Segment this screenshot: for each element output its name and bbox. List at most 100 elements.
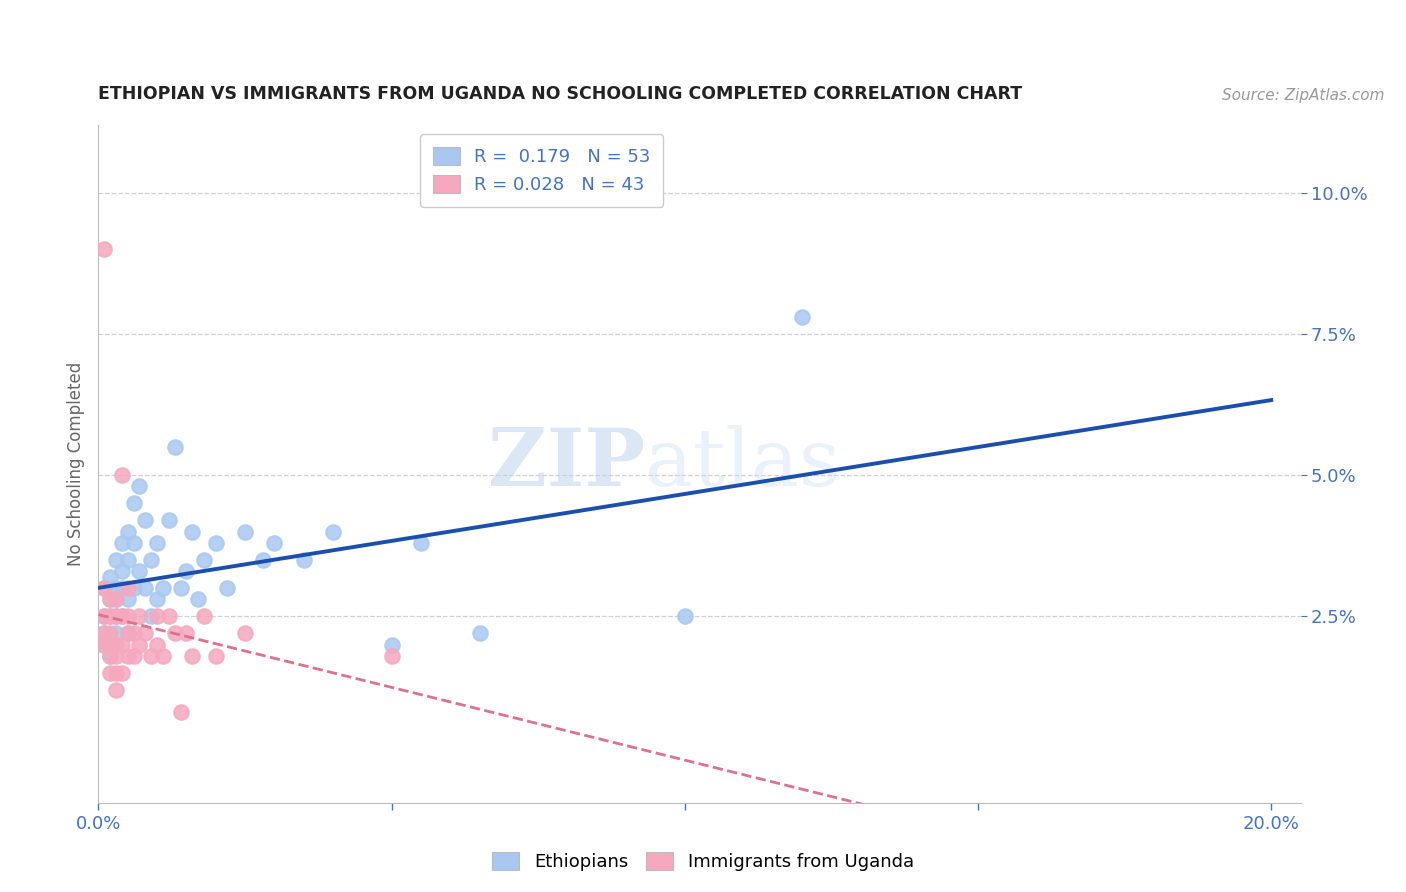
Point — [98, 592, 121, 607]
Point — [146, 638, 169, 652]
Point — [117, 626, 139, 640]
Point — [468, 626, 491, 640]
Point — [381, 648, 404, 663]
Point — [105, 665, 128, 680]
Point — [111, 581, 134, 595]
Point — [790, 310, 813, 324]
Point — [169, 581, 191, 595]
Point — [381, 638, 404, 652]
Point — [93, 626, 115, 640]
Point — [292, 553, 315, 567]
Point — [163, 626, 186, 640]
Point — [141, 553, 163, 567]
Point — [93, 581, 115, 595]
Point — [146, 609, 169, 624]
Point — [176, 626, 198, 640]
Point — [98, 638, 121, 652]
Point — [157, 609, 180, 624]
Point — [134, 581, 156, 595]
Point — [122, 648, 145, 663]
Point — [252, 553, 274, 567]
Point — [105, 592, 128, 607]
Point — [98, 638, 121, 652]
Point — [105, 592, 128, 607]
Point — [98, 648, 121, 663]
Point — [105, 609, 128, 624]
Point — [128, 479, 150, 493]
Point — [93, 626, 115, 640]
Y-axis label: No Schooling Completed: No Schooling Completed — [66, 362, 84, 566]
Text: ETHIOPIAN VS IMMIGRANTS FROM UGANDA NO SCHOOLING COMPLETED CORRELATION CHART: ETHIOPIAN VS IMMIGRANTS FROM UGANDA NO S… — [98, 85, 1022, 103]
Point — [128, 609, 150, 624]
Point — [111, 564, 134, 578]
Point — [233, 626, 256, 640]
Point — [105, 553, 128, 567]
Point — [93, 609, 115, 624]
Point — [193, 609, 215, 624]
Point — [157, 513, 180, 527]
Point — [117, 581, 139, 595]
Point — [117, 553, 139, 567]
Point — [128, 638, 150, 652]
Point — [111, 609, 134, 624]
Point — [204, 536, 226, 550]
Point — [93, 609, 115, 624]
Text: ZIP: ZIP — [488, 425, 645, 503]
Point — [93, 638, 115, 652]
Point — [152, 648, 174, 663]
Point — [141, 609, 163, 624]
Point — [673, 609, 696, 624]
Point — [105, 609, 128, 624]
Point — [176, 564, 198, 578]
Point — [105, 581, 128, 595]
Point — [122, 536, 145, 550]
Point — [152, 581, 174, 595]
Point — [93, 581, 115, 595]
Point — [98, 570, 121, 584]
Point — [169, 706, 191, 720]
Point — [122, 496, 145, 510]
Point — [105, 648, 128, 663]
Point — [111, 536, 134, 550]
Point — [98, 609, 121, 624]
Point — [117, 524, 139, 539]
Point — [322, 524, 344, 539]
Point — [122, 626, 145, 640]
Point — [263, 536, 285, 550]
Point — [134, 626, 156, 640]
Text: Source: ZipAtlas.com: Source: ZipAtlas.com — [1222, 87, 1385, 103]
Point — [128, 564, 150, 578]
Point — [105, 626, 128, 640]
Point — [141, 648, 163, 663]
Text: atlas: atlas — [645, 425, 841, 503]
Point — [146, 592, 169, 607]
Point — [409, 536, 432, 550]
Point — [217, 581, 239, 595]
Point — [181, 524, 204, 539]
Point — [163, 440, 186, 454]
Point — [98, 592, 121, 607]
Point — [193, 553, 215, 567]
Point — [204, 648, 226, 663]
Point — [105, 682, 128, 697]
Point — [181, 648, 204, 663]
Point — [233, 524, 256, 539]
Point — [98, 648, 121, 663]
Point — [93, 242, 115, 256]
Point — [111, 468, 134, 483]
Point — [122, 581, 145, 595]
Point — [93, 638, 115, 652]
Point — [117, 609, 139, 624]
Legend: Ethiopians, Immigrants from Uganda: Ethiopians, Immigrants from Uganda — [485, 845, 921, 879]
Point — [187, 592, 209, 607]
Point — [98, 626, 121, 640]
Point — [111, 638, 134, 652]
Point — [134, 513, 156, 527]
Point — [146, 536, 169, 550]
Point — [105, 638, 128, 652]
Point — [117, 648, 139, 663]
Point — [98, 609, 121, 624]
Point — [111, 609, 134, 624]
Legend: R =  0.179   N = 53, R = 0.028   N = 43: R = 0.179 N = 53, R = 0.028 N = 43 — [420, 134, 664, 207]
Point — [117, 626, 139, 640]
